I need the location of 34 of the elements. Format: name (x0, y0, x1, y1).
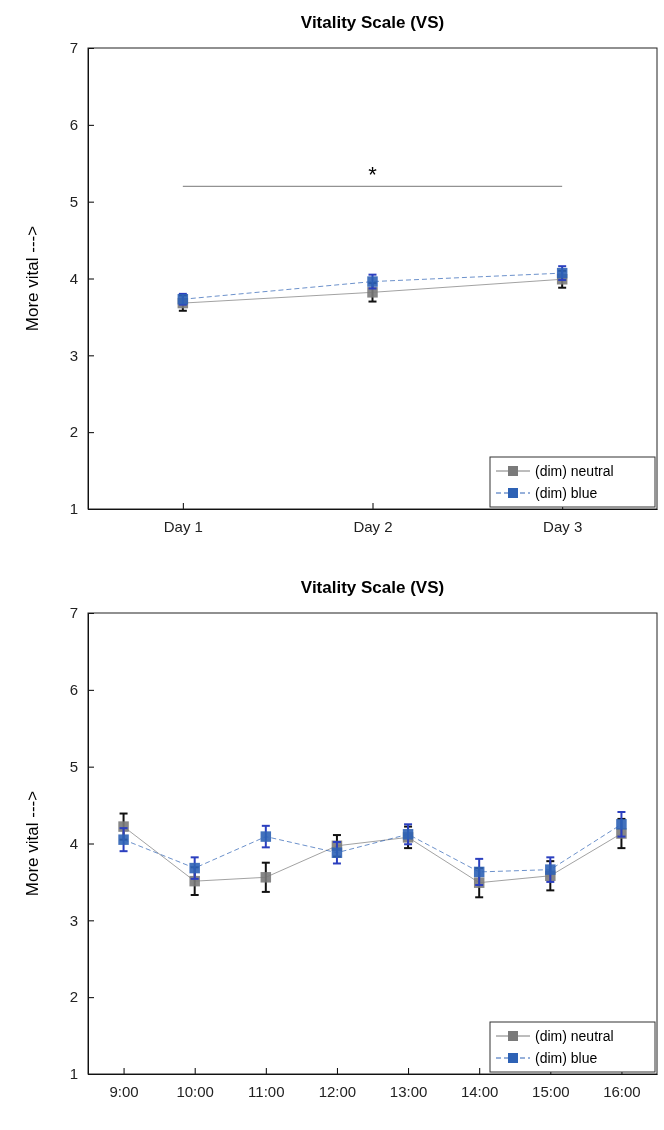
x-tick-label: Day 1 (163, 517, 203, 535)
y-tick-label: 4 (69, 269, 78, 287)
x-tick-label: Day 3 (543, 517, 583, 535)
chart-title: Vitality Scale (VS) (300, 13, 445, 32)
x-tick-label: Day 2 (353, 517, 393, 535)
annotation: * (368, 162, 378, 188)
legend-label: (dim) blue (535, 485, 598, 501)
y-tick-label: 4 (69, 834, 78, 852)
chart-title: Vitality Scale (VS) (300, 578, 445, 597)
y-tick-label: 6 (69, 116, 78, 134)
x-tick-label: 15:00 (532, 1082, 570, 1100)
y-tick-label: 3 (69, 911, 78, 929)
x-tick-label: 11:00 (248, 1082, 285, 1100)
y-tick-label: 2 (69, 423, 78, 441)
x-tick-label: 10:00 (176, 1082, 214, 1100)
legend-label: (dim) blue (535, 1050, 598, 1066)
x-tick-label: 12:00 (318, 1082, 357, 1100)
y-axis-title: More vital ---> (23, 225, 42, 332)
x-tick-label: 14:00 (460, 1082, 499, 1100)
y-tick-label: 5 (69, 192, 78, 210)
y-tick-label: 5 (69, 757, 78, 775)
x-tick-label: 16:00 (603, 1082, 641, 1100)
y-tick-label: 1 (69, 1065, 78, 1083)
y-tick-label: 1 (69, 500, 78, 518)
y-tick-label: 6 (69, 681, 78, 699)
x-tick-label: 9:00 (109, 1082, 139, 1100)
legend-label: (dim) neutral (535, 1028, 614, 1044)
y-axis-title: More vital ---> (23, 790, 42, 897)
y-tick-label: 7 (69, 39, 78, 57)
y-tick-label: 7 (69, 604, 78, 622)
y-tick-label: 2 (69, 988, 78, 1006)
legend-label: (dim) neutral (535, 463, 614, 479)
y-tick-label: 3 (69, 346, 78, 364)
x-tick-label: 13:00 (389, 1082, 428, 1100)
